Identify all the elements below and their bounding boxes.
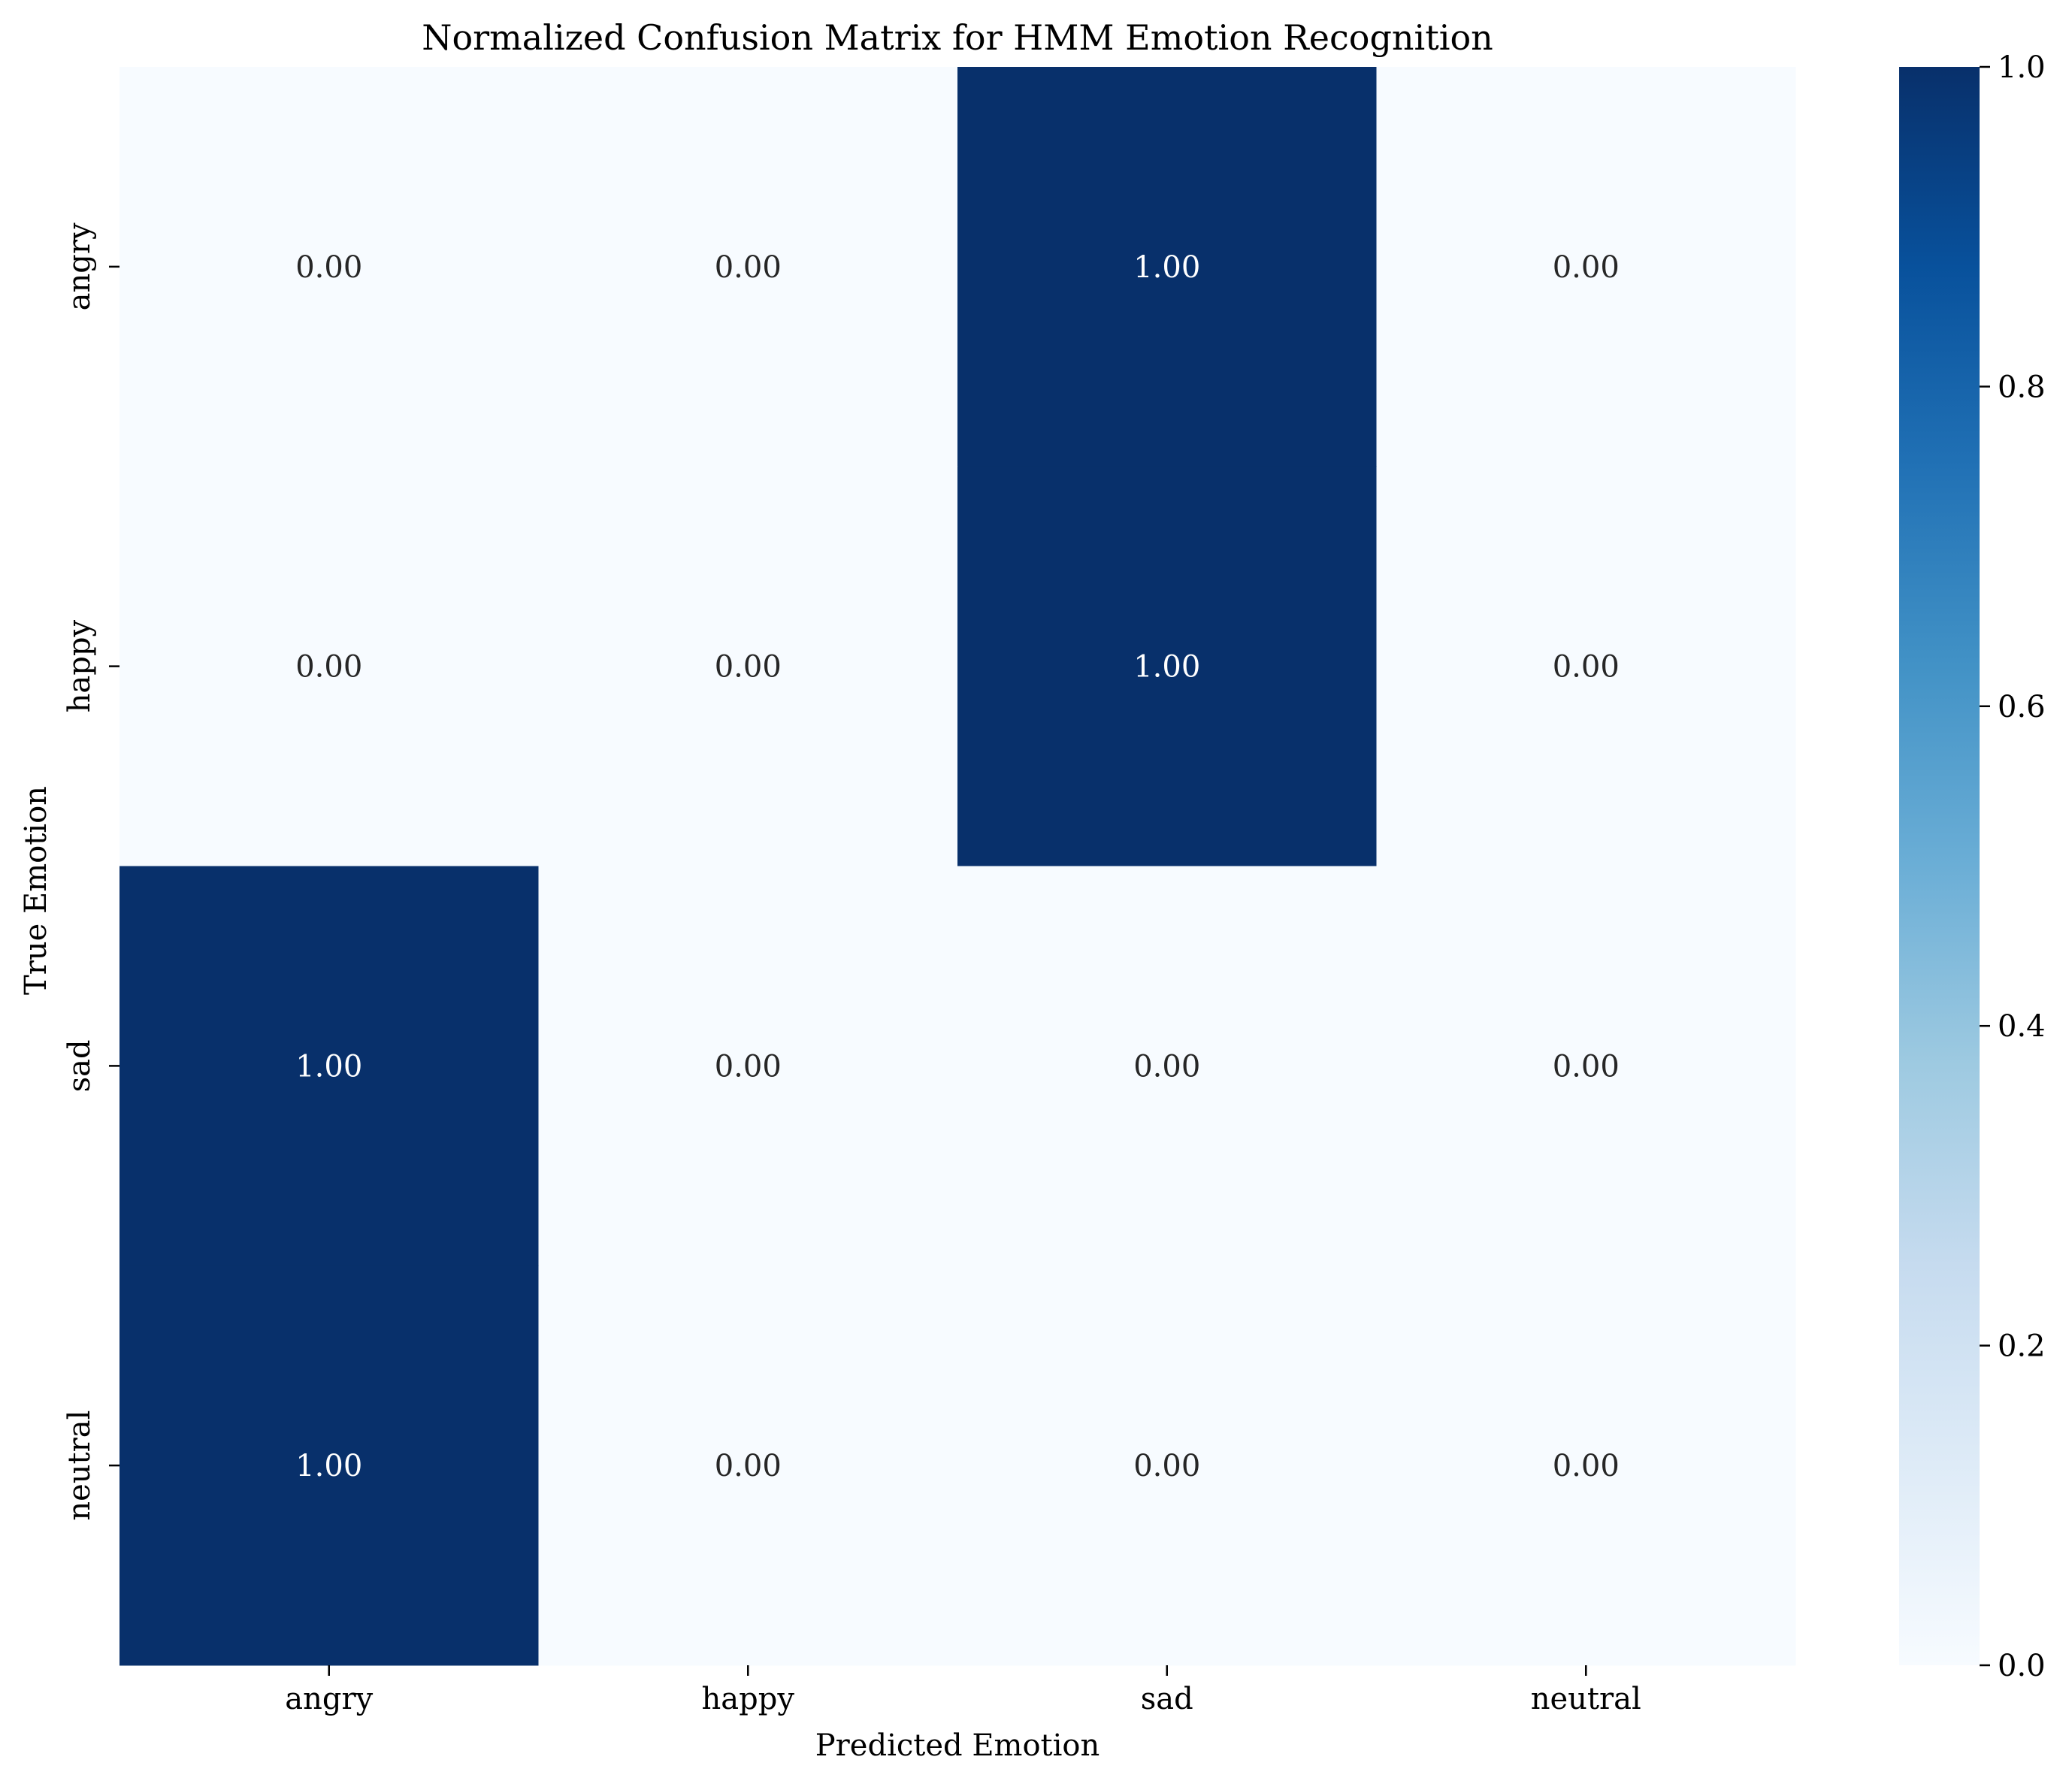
cell-annotation: 1.00 xyxy=(295,1049,362,1084)
cell-annotation: 1.00 xyxy=(1133,250,1200,285)
x-axis-label: Predicted Emotion xyxy=(815,1728,1100,1763)
x-tick-label: angry xyxy=(285,1682,373,1716)
heatmap-cell xyxy=(119,466,539,866)
heatmap-cell xyxy=(957,1265,1377,1666)
heatmap-cell xyxy=(538,1265,958,1666)
x-tick-label: neutral xyxy=(1531,1682,1641,1716)
y-tick-label: neutral xyxy=(62,1411,97,1521)
heatmap-cell xyxy=(1376,466,1796,866)
cell-annotation: 0.00 xyxy=(1553,1049,1620,1084)
cell-annotations: 0.00 0.00 1.00 0.00 0.00 0.00 1.00 0.00 1.00 0.00… xyxy=(295,250,1620,1483)
colorbar-tick-label: 0.0 xyxy=(1998,1649,2046,1683)
heatmap-cells xyxy=(119,67,1796,1666)
cell-annotation: 0.00 xyxy=(1553,1449,1620,1483)
y-tick-label: angry xyxy=(62,222,97,310)
colorbar-tick-label: 0.6 xyxy=(1998,690,2046,724)
heatmap-cell xyxy=(119,866,539,1266)
heatmap-cell xyxy=(538,67,958,467)
heatmap-cell xyxy=(1376,1265,1796,1666)
y-tick-label: sad xyxy=(62,1039,97,1092)
cell-annotation: 0.00 xyxy=(1133,1049,1200,1084)
cell-annotation: 1.00 xyxy=(295,1449,362,1483)
cell-annotation: 0.00 xyxy=(715,250,782,285)
y-axis-ticks: angry happy sad neutral xyxy=(62,222,119,1521)
x-axis-ticks: angry happy sad neutral xyxy=(285,1665,1641,1716)
heatmap-cell xyxy=(957,67,1377,467)
y-tick-label: happy xyxy=(62,620,97,713)
cell-annotation: 0.00 xyxy=(1553,650,1620,685)
heatmap-cell xyxy=(1376,67,1796,467)
heatmap-cell xyxy=(538,866,958,1266)
colorbar-tick-label: 0.4 xyxy=(1998,1009,2046,1044)
colorbar-tick-label: 0.2 xyxy=(1998,1329,2046,1364)
cell-annotation: 1.00 xyxy=(1133,650,1200,685)
cell-annotation: 0.00 xyxy=(1133,1449,1200,1483)
heatmap-cell xyxy=(119,67,539,467)
cell-annotation: 0.00 xyxy=(295,650,362,685)
heatmap-cell xyxy=(957,466,1377,866)
cell-annotation: 0.00 xyxy=(715,650,782,685)
x-tick-label: sad xyxy=(1141,1682,1193,1716)
colorbar-ticks: 0.0 0.2 0.4 0.6 0.8 1.0 xyxy=(1980,50,2046,1683)
colorbar-tick-label: 0.8 xyxy=(1998,370,2046,404)
cell-annotation: 0.00 xyxy=(715,1049,782,1084)
colorbar-tick-label: 1.0 xyxy=(1998,50,2046,85)
y-axis-label: True Emotion xyxy=(19,786,53,995)
heatmap-cell xyxy=(538,466,958,866)
x-tick-label: happy xyxy=(702,1682,795,1716)
heatmap-cell xyxy=(957,866,1377,1266)
cell-annotation: 0.00 xyxy=(295,250,362,285)
heatmap-cell xyxy=(1376,866,1796,1266)
cell-annotation: 0.00 xyxy=(715,1449,782,1483)
colorbar xyxy=(1899,67,1980,1665)
chart-title: Normalized Confusion Matrix for HMM Emot… xyxy=(422,17,1493,58)
cell-annotation: 0.00 xyxy=(1553,250,1620,285)
heatmap-cell xyxy=(119,1265,539,1666)
